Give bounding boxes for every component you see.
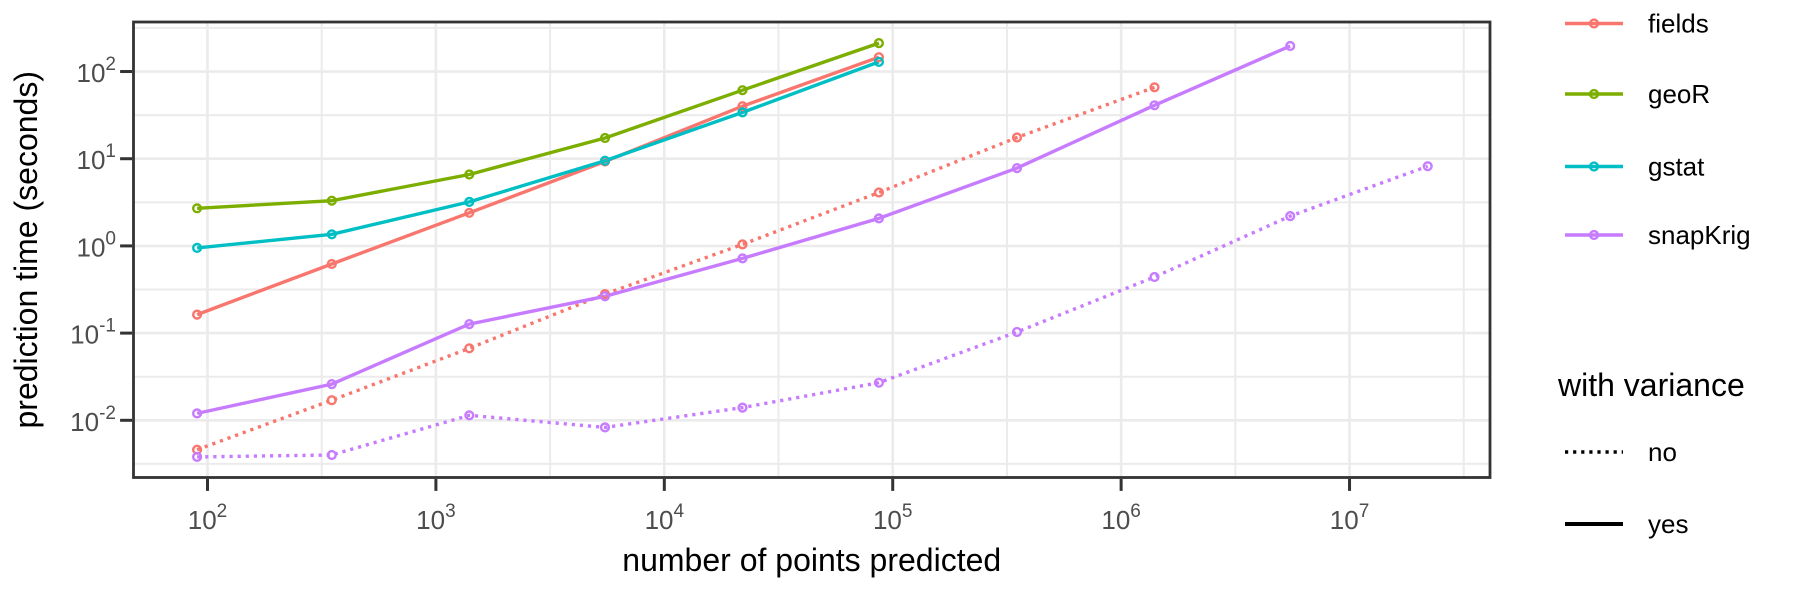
legend-label-geoR: geoR bbox=[1648, 79, 1710, 109]
legend-item-snapKrig: snapKrig bbox=[1565, 220, 1751, 250]
series-line-fields-no bbox=[196, 85, 1156, 452]
data-point-snapKrig-yes bbox=[192, 408, 203, 419]
series-points bbox=[192, 37, 1433, 463]
series-line-geoR-yes bbox=[197, 41, 880, 210]
y-axis-ticks bbox=[120, 70, 133, 422]
data-point-geoR-yes bbox=[326, 195, 337, 206]
data-point-snapKrig-yes bbox=[873, 213, 885, 224]
data-point-snapKrig-no bbox=[1422, 161, 1433, 172]
legend-key-point-gstat bbox=[1588, 161, 1600, 172]
legend-key-point-fields bbox=[1588, 18, 1600, 29]
data-point-snapKrig-yes bbox=[326, 379, 337, 390]
data-point-snapKrig-yes bbox=[1011, 163, 1023, 174]
data-point-gstat-yes bbox=[464, 196, 475, 208]
x-tick-label: 106 bbox=[1101, 501, 1141, 535]
x-tick-label: 105 bbox=[873, 501, 913, 535]
data-point-gstat-yes bbox=[326, 229, 337, 240]
data-point-fields-no bbox=[1011, 132, 1023, 143]
data-point-fields-yes bbox=[326, 258, 337, 270]
data-point-gstat-yes bbox=[599, 155, 611, 166]
data-point-gstat-yes bbox=[737, 107, 748, 118]
legend-item-gstat: gstat bbox=[1565, 152, 1705, 182]
y-tick-label: 10-2 bbox=[70, 403, 116, 437]
y-axis-tick-labels: 102 101 100 10-1 10-2 bbox=[70, 54, 116, 437]
data-point-snapKrig-no bbox=[192, 451, 203, 463]
data-point-snapKrig-no bbox=[873, 377, 885, 388]
data-point-snapKrig-no bbox=[326, 449, 337, 461]
series-line-snapKrig-yes bbox=[196, 44, 1291, 416]
data-point-fields-no bbox=[464, 343, 475, 354]
legend-label-snapKrig: snapKrig bbox=[1648, 220, 1751, 250]
legend-item-geoR: geoR bbox=[1565, 79, 1710, 109]
data-point-fields-yes bbox=[737, 101, 748, 112]
data-point-snapKrig-yes bbox=[737, 253, 748, 264]
data-point-snapKrig-no bbox=[1149, 271, 1160, 283]
data-point-snapKrig-no bbox=[737, 402, 748, 413]
data-point-fields-no bbox=[737, 239, 748, 250]
data-point-geoR-yes bbox=[464, 169, 475, 180]
grid-major-lines bbox=[133, 22, 1490, 478]
x-tick-label: 102 bbox=[188, 501, 228, 535]
x-axis-tick-labels: 102 103 104 105 106 107 bbox=[188, 501, 1370, 535]
y-tick-label: 10-1 bbox=[70, 316, 116, 350]
y-tick-label: 102 bbox=[77, 54, 117, 88]
data-point-snapKrig-yes bbox=[1149, 100, 1160, 111]
data-point-fields-yes bbox=[192, 309, 203, 320]
data-point-fields-yes bbox=[464, 207, 475, 218]
legend-label-gstat: gstat bbox=[1648, 152, 1705, 182]
data-point-snapKrig-no bbox=[599, 422, 611, 433]
legend-label-variance-yes: yes bbox=[1648, 509, 1688, 539]
data-point-snapKrig-no bbox=[464, 410, 475, 421]
data-point-gstat-yes bbox=[192, 242, 203, 254]
data-point-snapKrig-yes bbox=[599, 291, 611, 302]
y-tick-label: 100 bbox=[77, 228, 117, 262]
data-point-geoR-yes bbox=[599, 132, 611, 144]
legend-packages: fields geoR gstat snapKrig bbox=[1565, 9, 1751, 250]
series-lines bbox=[196, 41, 1429, 459]
data-point-geoR-yes bbox=[873, 37, 885, 49]
data-point-snapKrig-no bbox=[1011, 326, 1023, 338]
series-line-fields-yes bbox=[196, 55, 880, 317]
data-point-fields-no bbox=[1149, 82, 1160, 93]
y-tick-label: 101 bbox=[77, 141, 117, 175]
data-point-geoR-yes bbox=[737, 85, 748, 96]
x-axis-title: number of points predicted bbox=[622, 542, 1001, 578]
x-tick-label: 104 bbox=[645, 501, 685, 535]
x-axis-ticks bbox=[206, 478, 1352, 491]
data-point-fields-no bbox=[326, 395, 337, 406]
data-point-snapKrig-yes bbox=[1285, 40, 1296, 52]
data-point-geoR-yes bbox=[192, 203, 203, 214]
legend-key-point-snapKrig bbox=[1588, 229, 1600, 241]
series-line-snapKrig-no bbox=[197, 164, 1429, 459]
data-point-snapKrig-no bbox=[1285, 211, 1296, 222]
legend-key-point-geoR bbox=[1588, 88, 1600, 100]
data-point-gstat-yes bbox=[873, 56, 885, 68]
legend-variance: no yes bbox=[1565, 437, 1688, 539]
data-point-snapKrig-yes bbox=[464, 319, 475, 330]
series-line-gstat-yes bbox=[196, 60, 880, 250]
legend-variance-title: with variance bbox=[1557, 367, 1745, 403]
legend-item-fields: fields bbox=[1565, 9, 1709, 39]
legend-item-variance-no: no bbox=[1565, 437, 1677, 467]
x-tick-label: 107 bbox=[1330, 501, 1370, 535]
panel-border bbox=[132, 20, 1492, 479]
grid-minor-lines bbox=[133, 22, 1490, 478]
x-tick-label: 103 bbox=[416, 501, 456, 535]
data-point-fields-yes bbox=[873, 52, 885, 63]
legend-item-variance-yes: yes bbox=[1565, 509, 1688, 539]
data-point-fields-no bbox=[873, 187, 885, 198]
legend-label-fields: fields bbox=[1648, 9, 1709, 39]
legend-label-variance-no: no bbox=[1648, 437, 1677, 467]
y-axis-title: prediction time (seconds) bbox=[8, 71, 44, 428]
